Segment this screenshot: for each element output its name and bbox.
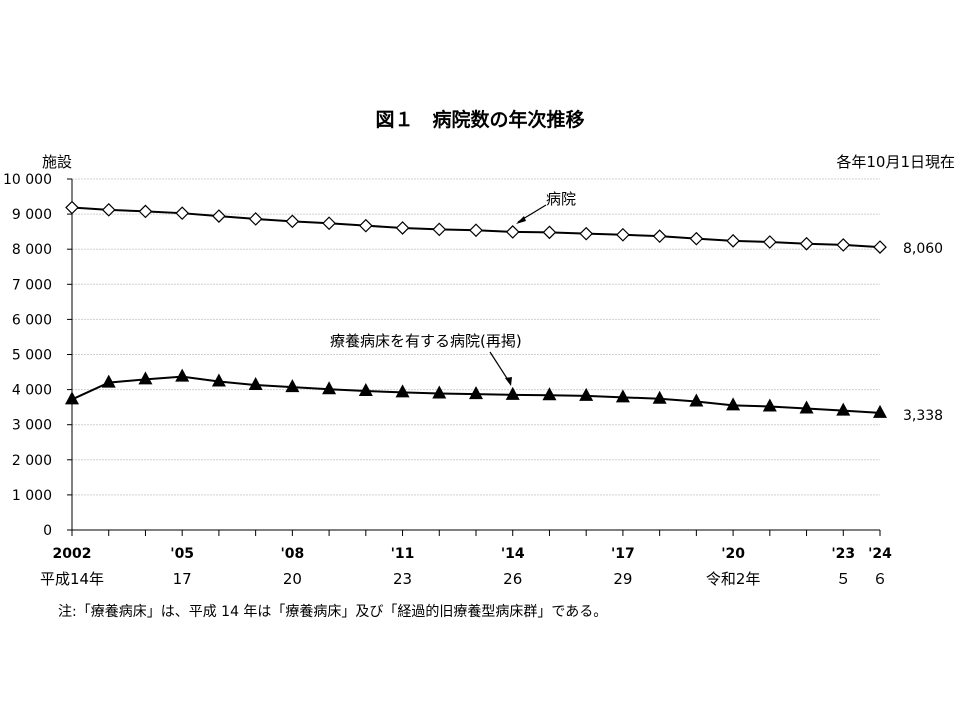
- y-tick-label: 4 000: [12, 383, 52, 399]
- triangle-marker: [211, 373, 226, 387]
- x-tick-sublabel: 平成14年: [40, 570, 104, 588]
- x-tick-sublabel: 29: [613, 570, 632, 588]
- y-tick-label: 7 000: [12, 277, 52, 293]
- triangle-marker: [175, 368, 190, 382]
- x-tick-label: '05: [170, 546, 194, 562]
- diamond-marker: [469, 223, 483, 238]
- triangle-marker: [652, 390, 667, 404]
- diamond-marker: [726, 233, 740, 248]
- x-tick-sublabel: ５: [836, 570, 851, 588]
- arrowhead-icon: [516, 216, 526, 224]
- diamond-marker: [358, 218, 373, 233]
- y-tick-label: 3 000: [12, 418, 52, 434]
- diamond-marker: [505, 225, 520, 239]
- diamond-marker: [542, 225, 557, 240]
- triangle-marker: [101, 374, 116, 388]
- y-tick-label: 9 000: [12, 207, 52, 223]
- triangle-marker: [65, 391, 79, 405]
- diamond-marker: [248, 212, 263, 226]
- triangle-marker: [726, 397, 741, 411]
- x-tick-label: '14: [501, 546, 525, 562]
- diamond-marker: [689, 231, 704, 246]
- x-tick-sublabel: 26: [503, 570, 522, 588]
- x-tick-label: '20: [721, 546, 745, 562]
- y-tick-label: 8 000: [12, 242, 52, 258]
- triangle-marker: [689, 393, 704, 407]
- diamond-marker: [138, 204, 153, 219]
- triangle-marker: [469, 386, 483, 400]
- x-tick-label: '24: [868, 546, 892, 562]
- x-tick-sublabel: 17: [173, 570, 192, 588]
- diamond-marker: [285, 214, 300, 229]
- footnote: 注:「療養病床」は、平成 14 年は「療養病床」及び「経過的旧療養型病床群」であ…: [58, 603, 607, 620]
- triangle-marker: [799, 400, 814, 414]
- triangle-marker: [762, 398, 777, 412]
- diamond-marker: [212, 209, 226, 223]
- diamond-marker: [395, 221, 410, 235]
- triangle-marker: [322, 381, 337, 395]
- triangle-marker: [358, 383, 373, 397]
- diamond-marker: [579, 226, 594, 241]
- triangle-marker: [542, 387, 557, 401]
- triangle-marker: [873, 404, 887, 418]
- diamond-marker: [101, 202, 116, 217]
- diamond-marker: [836, 238, 851, 252]
- diamond-marker: [762, 235, 777, 249]
- diamond-marker: [616, 227, 630, 242]
- y-tick-label: 5 000: [12, 348, 52, 364]
- triangle-marker: [138, 371, 153, 385]
- arrowhead-icon: [505, 377, 512, 386]
- y-tick-label: 10 000: [3, 172, 52, 188]
- x-tick-label: '11: [391, 546, 415, 562]
- series-label-longterm: 療養病床を有する病院(再掲): [330, 332, 522, 350]
- end-label-hospitals: 8,060: [903, 241, 943, 257]
- triangle-marker: [248, 377, 263, 391]
- series-label-hospitals: 病院: [546, 190, 576, 208]
- triangle-marker: [285, 379, 300, 393]
- triangle-marker: [836, 402, 851, 416]
- x-tick-sublabel: 令和2年: [706, 570, 761, 588]
- diamond-marker: [873, 240, 887, 254]
- y-tick-label: 6 000: [12, 312, 52, 328]
- diamond-marker: [652, 229, 667, 243]
- triangle-marker: [505, 386, 520, 400]
- diamond-marker: [175, 206, 190, 221]
- y-tick-label: 2 000: [12, 453, 52, 469]
- x-tick-label: '17: [611, 546, 635, 562]
- y-tick-label: 1 000: [12, 488, 52, 504]
- x-tick-label: '23: [831, 546, 855, 562]
- diamond-marker: [799, 236, 814, 251]
- end-label-longterm: 3,338: [903, 408, 943, 424]
- diamond-marker: [432, 222, 447, 237]
- x-tick-label: 2002: [53, 546, 92, 562]
- x-tick-sublabel: 23: [393, 570, 412, 588]
- diamond-marker: [322, 216, 336, 231]
- triangle-marker: [579, 387, 594, 401]
- triangle-marker: [432, 385, 447, 399]
- x-tick-label: '08: [280, 546, 304, 562]
- x-tick-sublabel: ６: [872, 570, 887, 588]
- x-tick-sublabel: 20: [283, 570, 302, 588]
- y-tick-label: 0: [43, 523, 52, 539]
- triangle-marker: [615, 389, 630, 403]
- diamond-marker: [65, 200, 79, 215]
- triangle-marker: [395, 384, 410, 398]
- chart-title: 図１ 病院数の年次推移: [375, 108, 584, 131]
- y-axis-label: 施設: [42, 153, 72, 171]
- date-note: 各年10月1日現在: [836, 153, 955, 171]
